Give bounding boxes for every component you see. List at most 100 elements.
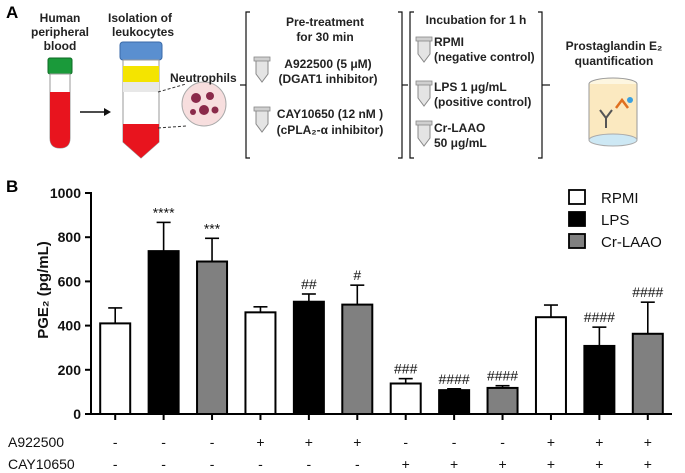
significance-label: #### bbox=[584, 309, 615, 325]
cell-icon bbox=[199, 105, 209, 115]
significance-label: # bbox=[353, 267, 361, 283]
eppendorf-tube-icon bbox=[415, 36, 433, 63]
drug2-line1: CAY10650 (12 nM ) bbox=[277, 107, 383, 121]
cond2-line2: (positive control) bbox=[434, 95, 531, 109]
isolation-label-line2: leukocytes bbox=[112, 25, 174, 39]
isolation-label-line1: Isolation of bbox=[108, 11, 173, 25]
condition-mark-a922500: + bbox=[644, 434, 652, 450]
significance-label: #### bbox=[632, 284, 663, 300]
cond2-line1: LPS 1 μg/mL bbox=[434, 80, 507, 94]
y-axis-title: PGE₂ (pg/mL) bbox=[35, 241, 52, 339]
condition-label-cay10650: CAY10650 bbox=[8, 456, 75, 472]
condition-mark-a922500: - bbox=[113, 434, 118, 450]
bar-lps-group-2 bbox=[292, 300, 325, 415]
bar-cr-laao-group-3 bbox=[486, 386, 519, 415]
condition-mark-a922500: + bbox=[595, 434, 603, 450]
condition-mark-a922500: - bbox=[403, 434, 408, 450]
significance-label: ### bbox=[394, 361, 418, 377]
bar-lps-group-3 bbox=[438, 389, 471, 415]
y-tick-label: 0 bbox=[73, 406, 81, 422]
bar-rpmi-group-4 bbox=[534, 316, 567, 415]
neutrophils-label: Neutrophils bbox=[170, 71, 237, 85]
arrow-right-icon bbox=[80, 108, 111, 116]
cond3-line1: Cr-LAAO bbox=[434, 121, 485, 135]
cond1-line1: RPMI bbox=[434, 35, 464, 49]
quantification-line1: Prostaglandin E₂ bbox=[566, 39, 663, 53]
significance-label: *** bbox=[204, 220, 221, 236]
blood-label-line3: blood bbox=[44, 39, 77, 53]
cell-icon bbox=[190, 109, 196, 115]
condition-mark-cay10650: - bbox=[161, 456, 166, 472]
centrifuge-tube-icon bbox=[119, 41, 163, 159]
legend-label-rpmi: RPMI bbox=[601, 190, 639, 207]
significance-label: #### bbox=[439, 371, 470, 387]
condition-mark-a922500: - bbox=[210, 434, 215, 450]
condition-mark-a922500: + bbox=[353, 434, 361, 450]
condition-mark-a922500: - bbox=[161, 434, 166, 450]
bar-cr-laao-group-4 bbox=[631, 332, 664, 416]
cell-icon bbox=[211, 106, 219, 114]
neutrophils-callout bbox=[157, 81, 227, 129]
pretreatment-title-line1: Pre-treatment bbox=[286, 15, 364, 29]
eppendorf-tube-icon bbox=[253, 56, 271, 83]
significance-label: **** bbox=[153, 204, 175, 220]
significance-label: ## bbox=[301, 276, 317, 292]
bar-lps-group-4 bbox=[583, 344, 616, 416]
legend: RPMI LPS Cr-LAAO bbox=[568, 189, 662, 251]
cond3-line2: 50 μg/mL bbox=[434, 136, 487, 150]
condition-mark-cay10650: - bbox=[210, 456, 215, 472]
eppendorf-tube-icon bbox=[415, 120, 433, 147]
cond1-line2: (negative control) bbox=[434, 50, 535, 64]
condition-marks: - - - + + + - - - + + + - - - - - - + + + + + + bbox=[113, 434, 652, 472]
condition-mark-a922500: - bbox=[452, 434, 457, 450]
legend-label-cr-laao: Cr-LAAO bbox=[601, 234, 662, 251]
y-tick-label: 600 bbox=[58, 273, 82, 289]
drug1-line2: (DGAT1 inhibitor) bbox=[278, 72, 377, 86]
neutrophil-circle bbox=[181, 81, 227, 127]
condition-mark-cay10650: + bbox=[402, 456, 410, 472]
y-tick-label: 400 bbox=[58, 318, 82, 334]
condition-mark-a922500: - bbox=[500, 434, 505, 450]
bar-cr-laao-group-2 bbox=[341, 303, 374, 416]
bar-rpmi-group-3 bbox=[389, 382, 422, 416]
condition-mark-cay10650: + bbox=[547, 456, 555, 472]
panel-b-letter: B bbox=[6, 177, 18, 196]
y-tick-label: 800 bbox=[58, 229, 82, 245]
bar-rpmi-group-2 bbox=[244, 311, 277, 415]
incubation-title: Incubation for 1 h bbox=[426, 13, 527, 27]
condition-label-a922500: A922500 bbox=[8, 434, 64, 450]
cell-icon bbox=[206, 92, 214, 100]
condition-mark-cay10650: - bbox=[258, 456, 263, 472]
bar-cr-laao-group-1 bbox=[196, 260, 229, 416]
blood-label-line1: Human bbox=[40, 11, 81, 25]
legend-label-lps: LPS bbox=[601, 212, 629, 229]
cell-icon bbox=[191, 93, 201, 103]
legend-swatch-cr-laao bbox=[568, 233, 586, 249]
quantification-line2: quantification bbox=[575, 54, 654, 68]
pretreatment-title-line2: for 30 min bbox=[296, 30, 353, 44]
condition-mark-cay10650: - bbox=[307, 456, 312, 472]
condition-mark-cay10650: + bbox=[644, 456, 652, 472]
condition-mark-cay10650: - bbox=[355, 456, 360, 472]
eppendorf-tube-icon bbox=[415, 80, 433, 107]
y-tick-label: 1000 bbox=[50, 185, 81, 201]
legend-swatch-lps bbox=[568, 211, 586, 227]
condition-mark-cay10650: - bbox=[113, 456, 118, 472]
significance-label: #### bbox=[487, 368, 518, 384]
y-tick-label: 200 bbox=[58, 362, 82, 378]
eppendorf-tube-icon bbox=[253, 106, 271, 133]
condition-mark-a922500: + bbox=[256, 434, 264, 450]
bar-lps-group-1 bbox=[147, 250, 180, 415]
condition-mark-cay10650: + bbox=[498, 456, 506, 472]
blood-tube-icon bbox=[47, 57, 73, 149]
drug2-line2: (cPLA₂-α inhibitor) bbox=[277, 123, 384, 137]
legend-swatch-rpmi bbox=[568, 189, 586, 205]
condition-mark-a922500: + bbox=[547, 434, 555, 450]
condition-mark-cay10650: + bbox=[595, 456, 603, 472]
condition-mark-a922500: + bbox=[305, 434, 313, 450]
condition-mark-cay10650: + bbox=[450, 456, 458, 472]
elisa-well-icon bbox=[588, 77, 638, 147]
